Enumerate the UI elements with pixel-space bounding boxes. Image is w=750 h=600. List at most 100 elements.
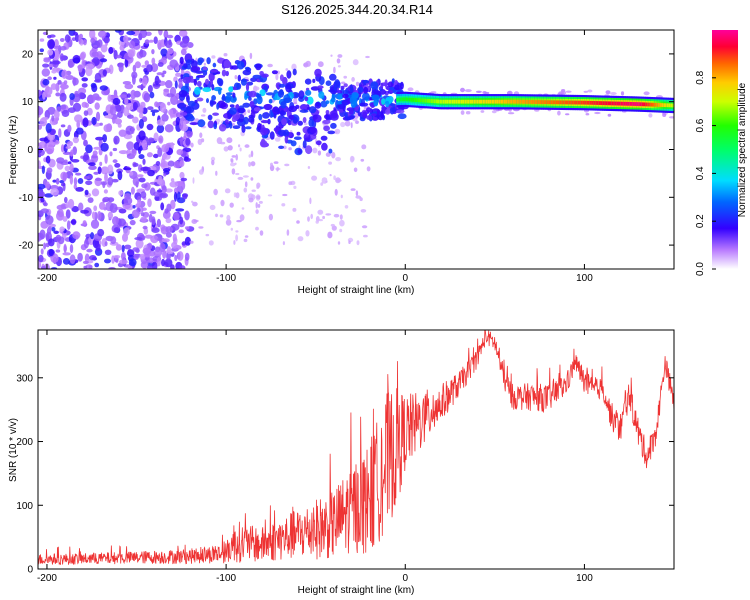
noise-blob xyxy=(165,226,173,234)
noise-blob xyxy=(85,180,93,186)
noise-blob xyxy=(322,215,325,220)
ridge-segment xyxy=(502,99,505,104)
noise-blob xyxy=(53,49,60,59)
spectrogram-y-ticks: -20 -10 0 10 20 xyxy=(19,49,674,252)
ridge-segment xyxy=(510,99,514,104)
noise-blob xyxy=(115,54,122,59)
cluster-blob xyxy=(187,100,196,107)
noise-blob xyxy=(53,230,59,234)
noise-blob xyxy=(107,177,114,186)
noise-blob xyxy=(226,214,231,222)
noise-blob xyxy=(151,261,158,269)
cluster-blob xyxy=(329,73,337,81)
noise-blob xyxy=(126,30,136,36)
noise-blob xyxy=(341,81,346,85)
noise-blob xyxy=(333,213,340,218)
cluster-blob xyxy=(306,96,314,105)
noise-blob xyxy=(148,39,154,43)
noise-blob xyxy=(132,101,138,111)
noise-blob xyxy=(67,141,73,147)
noise-blob xyxy=(55,92,61,97)
noise-blob xyxy=(186,42,194,48)
cluster-blob xyxy=(265,92,275,96)
noise-blob xyxy=(220,199,225,207)
ridge-segment xyxy=(650,102,653,107)
noise-blob xyxy=(114,30,122,33)
noise-blob xyxy=(190,142,194,148)
noise-blob xyxy=(112,147,118,152)
noise-blob xyxy=(57,209,64,218)
noise-blob xyxy=(51,69,57,74)
cluster-blob xyxy=(196,74,206,78)
noise-blob xyxy=(67,124,72,133)
noise-blob xyxy=(84,189,89,196)
ridge-segment xyxy=(566,100,569,105)
noise-blob xyxy=(64,196,68,204)
cluster-blob xyxy=(249,101,255,108)
noise-blob xyxy=(237,176,244,180)
cluster-blob xyxy=(231,65,239,70)
noise-blob xyxy=(355,190,359,197)
ridge-segment xyxy=(602,101,605,106)
noise-blob xyxy=(318,219,323,222)
cluster-blob xyxy=(384,79,388,88)
noise-blob xyxy=(95,111,101,122)
noise-blob xyxy=(160,48,168,57)
ridge-segment xyxy=(442,99,446,104)
noise-blob xyxy=(131,148,137,157)
cluster-blob xyxy=(283,97,293,103)
noise-blob xyxy=(244,235,249,238)
noise-blob xyxy=(150,235,159,244)
cluster-blob xyxy=(240,78,247,86)
noise-blob xyxy=(98,30,107,38)
ridge-segment xyxy=(460,99,463,104)
noise-blob xyxy=(95,243,101,252)
noise-blob xyxy=(82,117,89,128)
noise-blob xyxy=(99,85,109,91)
cluster-blob xyxy=(318,91,325,99)
cluster-blob xyxy=(337,90,343,94)
noise-blob xyxy=(93,171,99,175)
cluster-blob xyxy=(286,70,292,79)
noise-blob xyxy=(149,187,156,196)
ridge-segment xyxy=(613,101,616,106)
noise-blob xyxy=(132,116,139,124)
cluster-blob xyxy=(340,85,345,90)
noise-blob xyxy=(125,125,135,135)
halo-blob xyxy=(482,91,487,94)
ridge-segment xyxy=(412,97,415,102)
noise-blob xyxy=(234,75,238,80)
noise-blob xyxy=(317,209,324,215)
cluster-blob xyxy=(209,99,214,107)
cluster-blob xyxy=(391,78,395,84)
cluster-blob xyxy=(225,92,233,96)
noise-blob xyxy=(178,78,183,86)
noise-blob xyxy=(337,241,341,245)
cluster-blob xyxy=(185,105,192,114)
ridge-segment xyxy=(536,100,539,104)
noise-blob xyxy=(57,80,62,85)
noise-blob xyxy=(259,230,264,236)
noise-blob xyxy=(163,173,167,177)
ridge-segment xyxy=(451,99,455,104)
noise-blob xyxy=(363,234,368,238)
noise-blob xyxy=(223,53,228,57)
noise-blob xyxy=(117,170,123,181)
noise-blob xyxy=(305,60,311,67)
noise-blob xyxy=(124,83,134,90)
noise-blob xyxy=(127,49,135,58)
noise-blob xyxy=(118,150,128,155)
noise-blob xyxy=(331,225,337,231)
ridge-segment xyxy=(604,101,607,106)
noise-blob xyxy=(138,130,146,141)
noise-blob xyxy=(152,83,161,87)
noise-blob xyxy=(119,94,127,98)
noise-blob xyxy=(153,153,159,159)
noise-blob xyxy=(329,174,332,177)
noise-blob xyxy=(163,88,170,93)
noise-blob xyxy=(113,227,119,233)
noise-blob xyxy=(43,58,51,63)
cluster-blob xyxy=(260,120,270,124)
noise-blob xyxy=(208,240,214,246)
x-tick-label: 100 xyxy=(576,573,593,584)
